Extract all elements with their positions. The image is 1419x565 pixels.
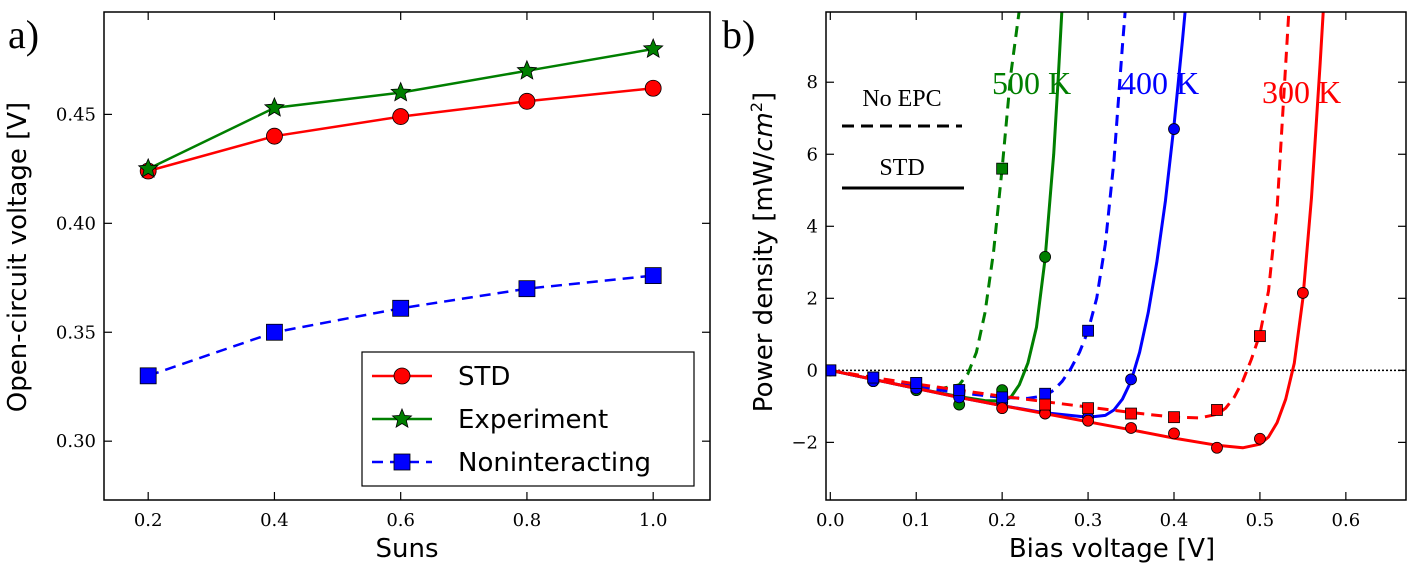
data-point-300-k-no-epc xyxy=(1082,402,1094,415)
y-tick-label: 2 xyxy=(807,288,818,309)
chart-a-xlabel: Suns xyxy=(375,534,438,564)
x-tick-label: 0.4 xyxy=(1160,510,1189,531)
x-tick-label: 0.1 xyxy=(902,510,931,531)
y-tick-label: 0 xyxy=(807,360,818,381)
chart-b-frame xyxy=(825,11,1407,501)
x-tick-label: 0.3 xyxy=(1074,510,1103,531)
data-point-experiment xyxy=(516,59,538,80)
data-point-300-k-std xyxy=(996,402,1009,415)
data-point-400-k-no-epc xyxy=(910,377,923,389)
y-tick-label: 0.30 xyxy=(56,431,96,452)
data-point-noninteracting xyxy=(139,367,157,385)
data-point-400-k-no-epc xyxy=(867,371,880,384)
annotation-500k: 500 K xyxy=(992,65,1071,101)
data-point-experiment xyxy=(137,157,159,178)
legend-label-experiment: Experiment xyxy=(458,405,608,435)
series-curve-500-k-no-epc xyxy=(829,12,1021,390)
y-tick-label: −2 xyxy=(791,432,818,453)
data-point-300-k-std xyxy=(1211,441,1223,454)
series-curve-400-k-std xyxy=(829,12,1187,419)
annotation-300k: 300 K xyxy=(1262,74,1341,110)
legend-label-noninteracting: Noninteracting xyxy=(458,448,651,478)
data-point-300-k-std xyxy=(1168,427,1180,440)
chart-a-ticks: 0.2 0.4 0.6 0.8 1.0 0.30 0.35 0.40 0.45 xyxy=(56,12,710,531)
data-point-500-k-std xyxy=(1039,251,1052,263)
data-point-noninteracting xyxy=(518,280,536,298)
legend-no-epc-label: No EPC xyxy=(862,86,941,112)
x-tick-label: 0.2 xyxy=(134,510,163,531)
data-point-experiment xyxy=(390,81,412,102)
chart-a-ylabel: Open-circuit voltage [V] xyxy=(3,102,33,412)
data-point-noninteracting xyxy=(266,323,283,341)
legend-marker-experiment xyxy=(391,407,413,428)
y-tick-label: 4 xyxy=(807,216,818,237)
data-point-300-k-std xyxy=(1296,287,1309,299)
y-tick-label: 0.40 xyxy=(56,213,96,234)
legend-std-label: STD xyxy=(879,155,924,181)
data-point-400-k-std xyxy=(1168,123,1180,135)
legend-box xyxy=(361,351,695,487)
y-tick-label: 0.35 xyxy=(56,322,96,343)
data-point-std xyxy=(644,79,662,97)
data-point-400-k-no-epc xyxy=(826,364,837,377)
x-tick-label: 0.8 xyxy=(513,510,542,531)
data-point-400-k-no-epc xyxy=(953,384,966,397)
series-curve-400-k-no-epc xyxy=(829,12,1127,400)
y-tick-label: 8 xyxy=(807,72,818,93)
data-point-400-k-no-epc xyxy=(996,391,1009,404)
data-point-300-k-no-epc xyxy=(1168,411,1180,424)
chart-a-series xyxy=(137,37,664,385)
legend-marker-std xyxy=(393,367,411,385)
chart-b-xlabel: Bias voltage [V] xyxy=(1009,534,1215,564)
chart-a: 0.2 0.4 0.6 0.8 1.0 0.30 0.35 0.40 0.45 Suns Ope… xyxy=(3,11,711,564)
chart-b-legend: No EPC STD xyxy=(842,86,964,190)
data-point-noninteracting xyxy=(644,267,662,285)
chart-b-ylabel: Power density [mW/cm2] xyxy=(747,92,779,412)
data-point-std xyxy=(518,92,536,110)
chart-b-ticks: 0.0 0.1 0.2 0.3 0.4 0.5 0.6 −2 0 2 4 6 8 xyxy=(791,12,1406,531)
data-point-300-k-std xyxy=(1125,422,1137,434)
series-curve-300-k-std xyxy=(829,12,1325,450)
data-point-std xyxy=(392,108,410,125)
data-point-300-k-no-epc xyxy=(1125,407,1137,420)
data-point-300-k-no-epc xyxy=(1211,404,1223,416)
chart-a-legend: STD Experiment Noninteracting xyxy=(361,351,695,487)
data-point-400-k-no-epc xyxy=(1082,324,1094,337)
series-curve-300-k-no-epc xyxy=(830,12,1291,420)
data-point-experiment xyxy=(263,96,285,117)
data-point-experiment xyxy=(642,37,664,58)
data-point-300-k-std xyxy=(1082,414,1094,427)
x-tick-label: 0.5 xyxy=(1246,510,1275,531)
series-line-std xyxy=(147,86,654,173)
x-tick-label: 1.0 xyxy=(639,510,668,531)
series-curve-500-k-std xyxy=(829,12,1064,403)
data-point-400-k-no-epc xyxy=(1039,387,1052,400)
data-point-300-k-no-epc xyxy=(1039,398,1052,411)
panel-a-letter: a) xyxy=(8,12,39,57)
data-point-400-k-std xyxy=(1125,373,1137,386)
data-point-300-k-no-epc xyxy=(1254,330,1266,343)
data-point-500-k-no-epc xyxy=(996,162,1009,175)
x-tick-label: 0.4 xyxy=(260,510,289,531)
panel-b-letter: b) xyxy=(722,12,755,57)
y-tick-label: 6 xyxy=(807,144,818,165)
annotation-400k: 400 K xyxy=(1120,65,1199,101)
chart-b-series xyxy=(826,12,1406,454)
legend-label-std: STD xyxy=(458,362,510,392)
data-point-noninteracting xyxy=(392,299,410,317)
data-point-std xyxy=(266,127,283,145)
chart-a-frame xyxy=(103,11,711,501)
x-tick-label: 0.6 xyxy=(386,510,415,531)
y-tick-label: 0.45 xyxy=(56,104,96,125)
x-tick-label: 0.6 xyxy=(1332,510,1361,531)
x-tick-label: 0.2 xyxy=(988,510,1017,531)
legend-marker-noninteracting xyxy=(393,453,411,471)
chart-b: 0.0 0.1 0.2 0.3 0.4 0.5 0.6 −2 0 2 4 6 8 Bias voltag… xyxy=(747,11,1407,564)
x-tick-label: 0.0 xyxy=(816,510,845,531)
data-point-300-k-std xyxy=(1254,432,1266,445)
